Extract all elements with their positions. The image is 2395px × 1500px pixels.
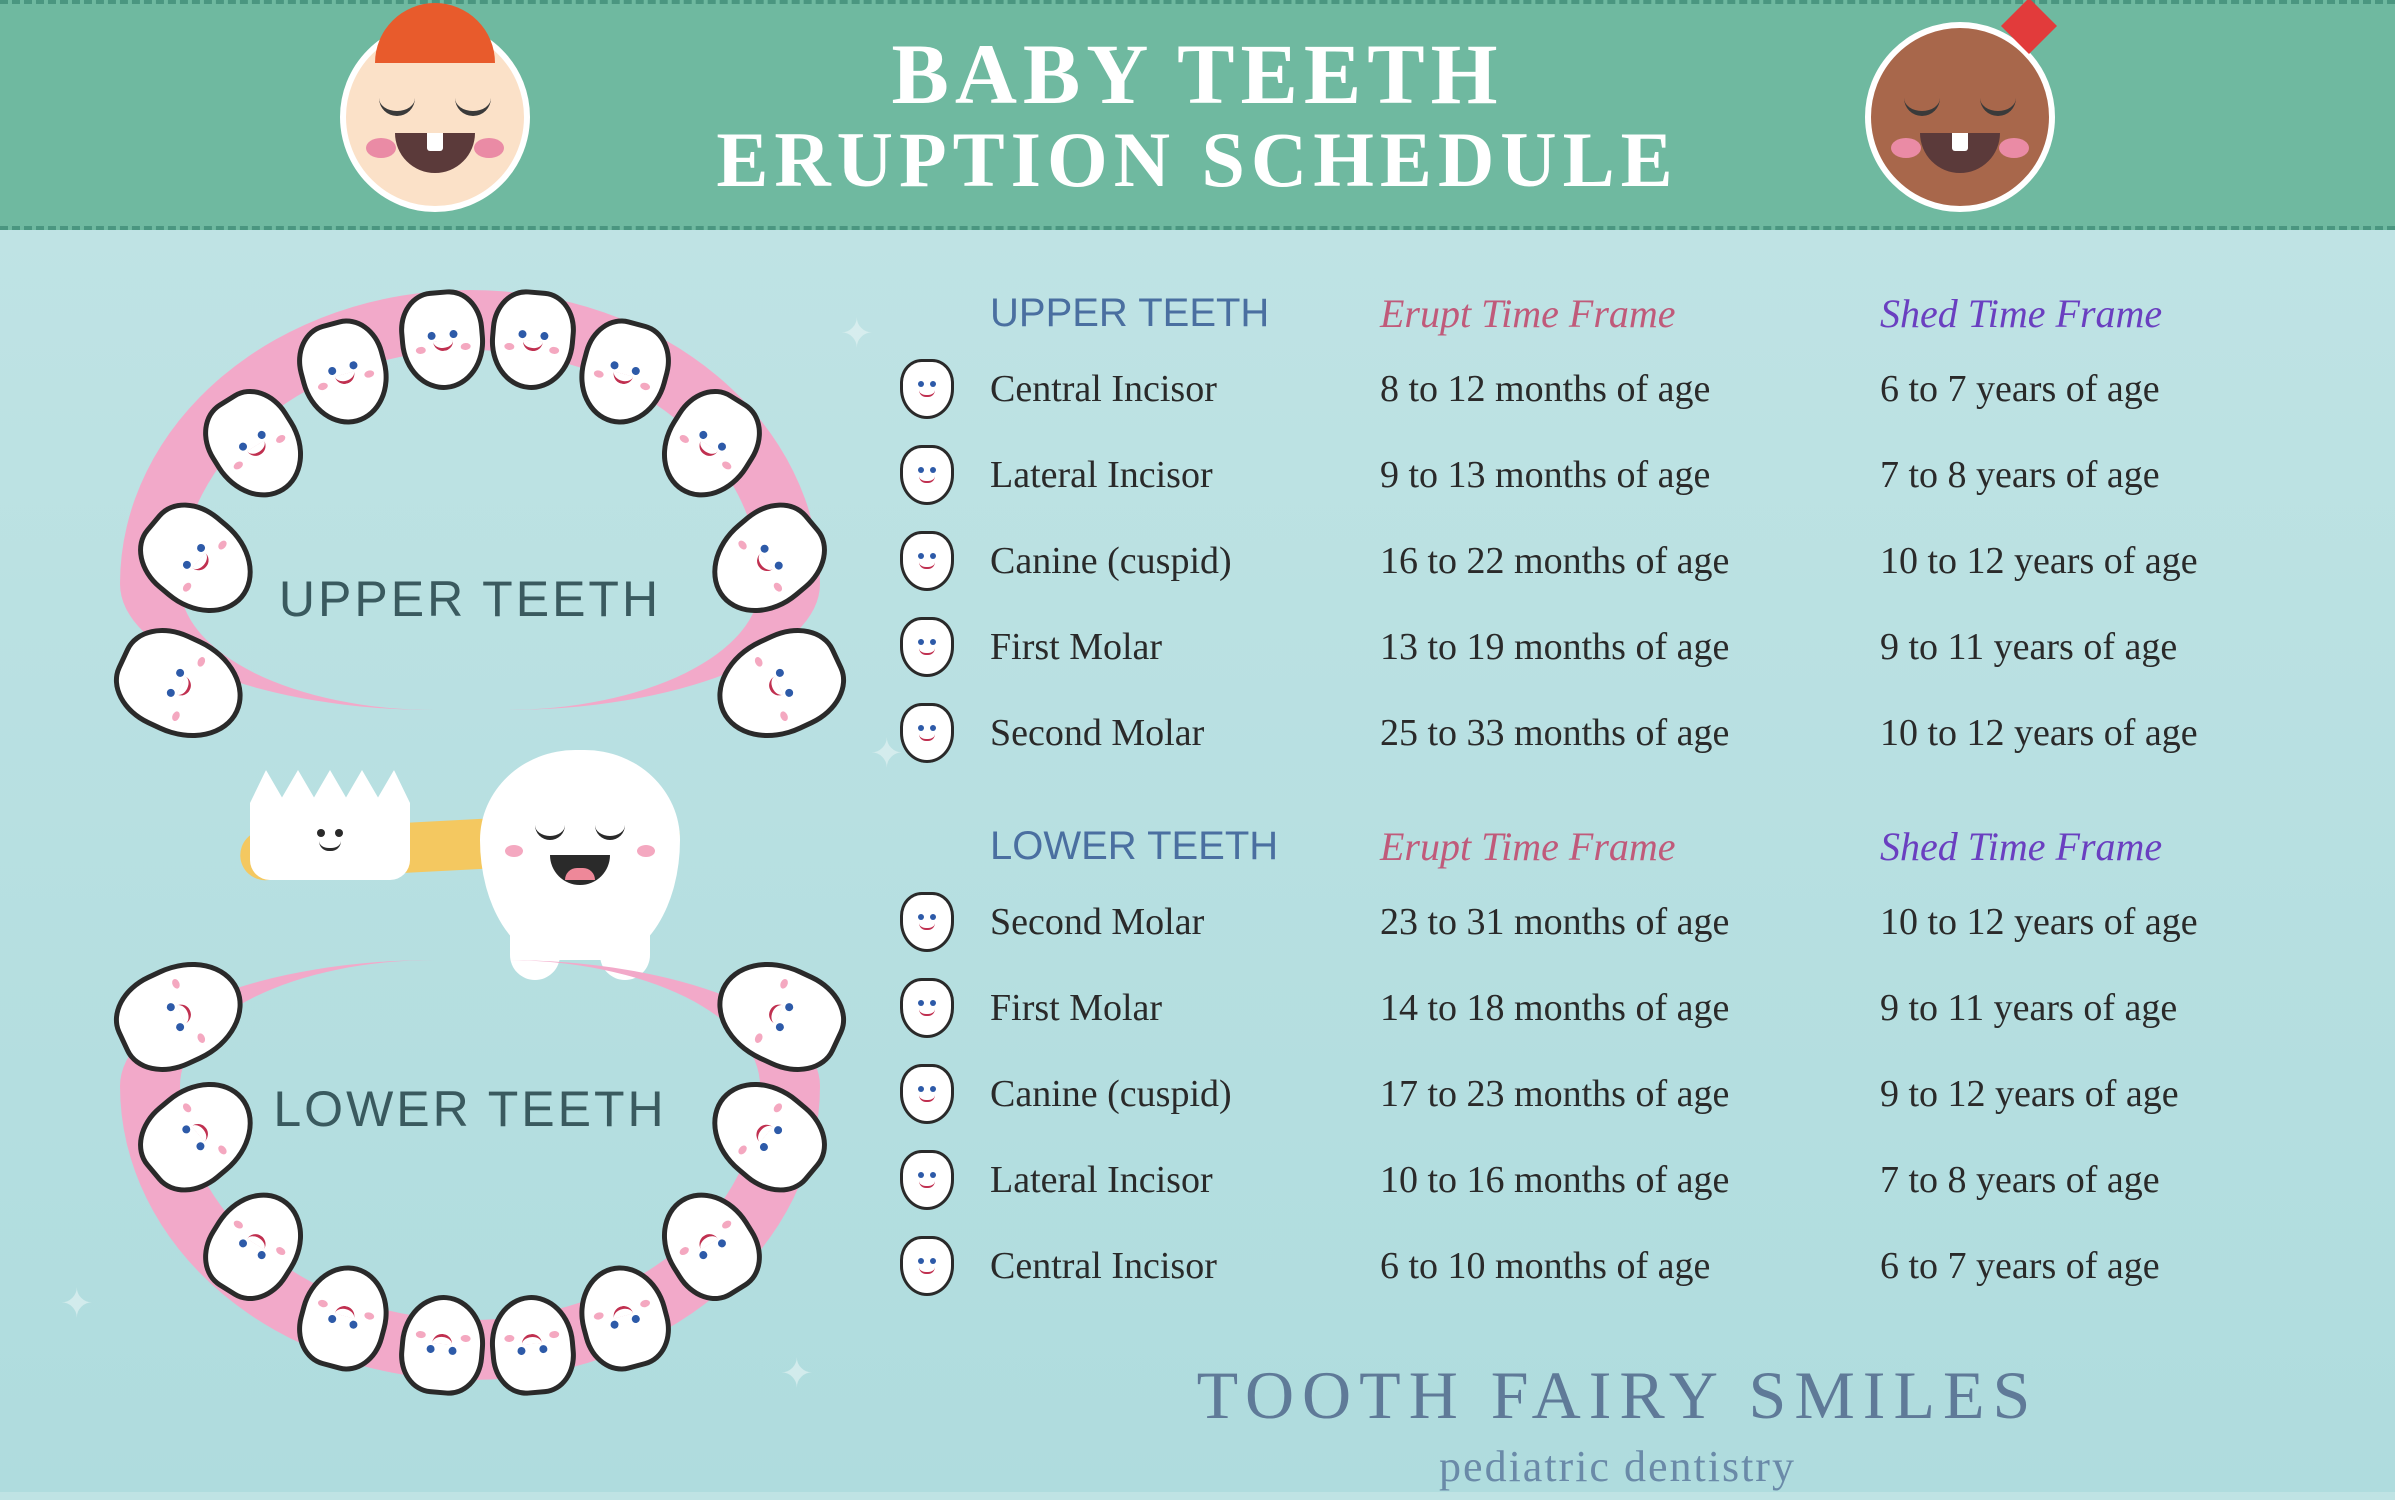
erupt-time: 13 to 19 months of age: [1380, 625, 1860, 669]
table-row: Central Incisor 8 to 12 months of age 6 to…: [900, 359, 2335, 419]
tooth-name: Canine (cuspid): [990, 1072, 1360, 1116]
shed-time: 6 to 7 years of age: [1880, 1244, 2300, 1288]
tooth-icon: [900, 1064, 954, 1124]
tooth-name: Canine (cuspid): [990, 539, 1360, 583]
tooth-icon: [900, 359, 954, 419]
shed-time: 10 to 12 years of age: [1880, 539, 2300, 583]
header-banner: BABY TEETH ERUPTION SCHEDULE: [0, 0, 2395, 230]
table-row: Canine (cuspid) 17 to 23 months of age 9 t…: [900, 1064, 2335, 1124]
table-row: Lateral Incisor 9 to 13 months of age 7 to…: [900, 445, 2335, 505]
brand-subtitle: pediatric dentistry: [900, 1441, 2335, 1492]
erupt-time: 10 to 16 months of age: [1380, 1158, 1860, 1202]
footer-brand: TOOTH FAIRY SMILES pediatric dentistry: [900, 1356, 2335, 1492]
shed-time: 7 to 8 years of age: [1880, 453, 2300, 497]
tooth-diagram: UPPER TEETH LOWER TEETH: [60, 260, 880, 1462]
baby-face-left-icon: [340, 22, 530, 212]
lower-table-title: LOWER TEETH: [990, 824, 1360, 869]
baby-face-right-icon: [1865, 22, 2055, 212]
erupt-time: 6 to 10 months of age: [1380, 1244, 1860, 1288]
tooth-icon: [900, 892, 954, 952]
upper-table-title: UPPER TEETH: [990, 291, 1360, 336]
tooth-name: First Molar: [990, 986, 1360, 1030]
upper-arch: UPPER TEETH: [120, 290, 820, 790]
erupt-time: 17 to 23 months of age: [1380, 1072, 1860, 1116]
header-title: BABY TEETH ERUPTION SCHEDULE: [716, 29, 1678, 201]
upper-shed-header: Shed Time Frame: [1880, 290, 2300, 337]
erupt-time: 8 to 12 months of age: [1380, 367, 1860, 411]
tooth-icon: [900, 617, 954, 677]
tooth-icon: [900, 978, 954, 1038]
table-row: First Molar 13 to 19 months of age 9 to 11…: [900, 617, 2335, 677]
tooth-icon: [900, 445, 954, 505]
tooth-icon: [900, 703, 954, 763]
content-area: ✦ ✦ ✦ ✦ UPPER TEETH LOWER TEETH: [0, 230, 2395, 1492]
table-row: Lateral Incisor 10 to 16 months of age 7 t…: [900, 1150, 2335, 1210]
lower-shed-header: Shed Time Frame: [1880, 823, 2300, 870]
table-row: First Molar 14 to 18 months of age 9 to 11…: [900, 978, 2335, 1038]
tooth-name: Second Molar: [990, 711, 1360, 755]
tooth-icon: [900, 1236, 954, 1296]
table-row: Second Molar 23 to 31 months of age 10 to …: [900, 892, 2335, 952]
table-row: Second Molar 25 to 33 months of age 10 to …: [900, 703, 2335, 763]
tooth-name: Second Molar: [990, 900, 1360, 944]
table-row: Canine (cuspid) 16 to 22 months of age 10 …: [900, 531, 2335, 591]
tooth-icon: [900, 531, 954, 591]
erupt-time: 14 to 18 months of age: [1380, 986, 1860, 1030]
tooth-name: Lateral Incisor: [990, 453, 1360, 497]
erupt-time: 25 to 33 months of age: [1380, 711, 1860, 755]
tooth-name: First Molar: [990, 625, 1360, 669]
lower-teeth-table: LOWER TEETH Erupt Time Frame Shed Time F…: [900, 823, 2335, 1296]
lower-erupt-header: Erupt Time Frame: [1380, 823, 1860, 870]
tooth-name: Central Incisor: [990, 367, 1360, 411]
shed-time: 6 to 7 years of age: [1880, 367, 2300, 411]
erupt-time: 9 to 13 months of age: [1380, 453, 1860, 497]
tooth-name: Lateral Incisor: [990, 1158, 1360, 1202]
shed-time: 9 to 12 years of age: [1880, 1072, 2300, 1116]
title-line1: BABY TEETH: [716, 29, 1678, 119]
shed-time: 9 to 11 years of age: [1880, 625, 2300, 669]
upper-teeth-table: UPPER TEETH Erupt Time Frame Shed Time F…: [900, 290, 2335, 763]
lower-arch: LOWER TEETH: [120, 900, 820, 1400]
shed-time: 10 to 12 years of age: [1880, 900, 2300, 944]
brand-name: TOOTH FAIRY SMILES: [900, 1356, 2335, 1435]
shed-time: 7 to 8 years of age: [1880, 1158, 2300, 1202]
upper-erupt-header: Erupt Time Frame: [1380, 290, 1860, 337]
tables-column: UPPER TEETH Erupt Time Frame Shed Time F…: [880, 260, 2335, 1462]
erupt-time: 23 to 31 months of age: [1380, 900, 1860, 944]
title-line2: ERUPTION SCHEDULE: [716, 119, 1678, 201]
tooth-icon: [900, 1150, 954, 1210]
shed-time: 10 to 12 years of age: [1880, 711, 2300, 755]
erupt-time: 16 to 22 months of age: [1380, 539, 1860, 583]
shed-time: 9 to 11 years of age: [1880, 986, 2300, 1030]
table-row: Central Incisor 6 to 10 months of age 6 to…: [900, 1236, 2335, 1296]
tooth-name: Central Incisor: [990, 1244, 1360, 1288]
